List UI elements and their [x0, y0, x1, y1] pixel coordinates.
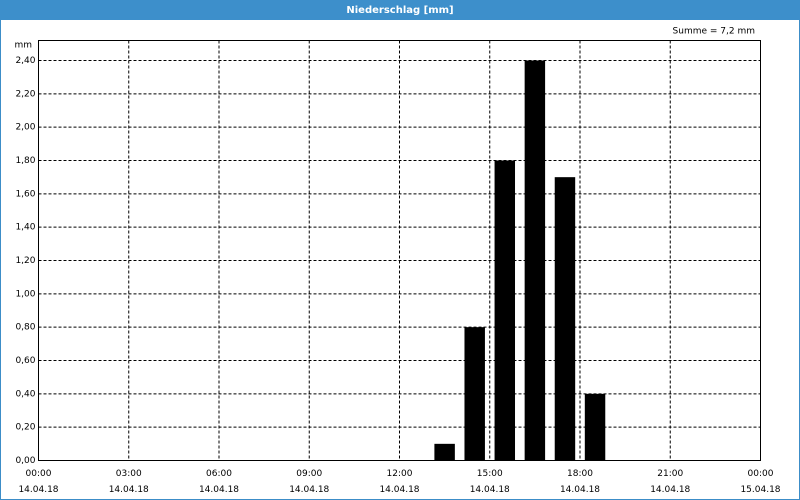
y-tick-label: 1,60: [15, 189, 35, 199]
y-tick-label: 0,40: [15, 389, 35, 399]
x-tick-date: 14.04.18: [650, 485, 690, 495]
x-tick-label: 15:00: [477, 469, 503, 479]
y-tick-label: 0,00: [15, 456, 35, 466]
bar: [434, 443, 455, 461]
y-tick-label: 0,80: [15, 323, 35, 333]
y-tick-label: 1,80: [15, 156, 35, 166]
y-tick-label: 1,00: [15, 289, 35, 299]
bar: [584, 393, 606, 461]
x-tick-date: 14.04.18: [379, 485, 419, 495]
y-tick-label: 1,20: [15, 256, 35, 266]
annotation: Summe = 7,2 mm: [673, 27, 755, 37]
chart-title: Niederschlag [mm]: [346, 5, 453, 16]
x-tick-label: 09:00: [296, 469, 322, 479]
x-tick-label: 06:00: [206, 469, 232, 479]
x-tick-label: 21:00: [657, 469, 683, 479]
bar: [524, 60, 546, 461]
x-tick-label: 18:00: [567, 469, 593, 479]
x-tick-label: 03:00: [116, 469, 142, 479]
bar: [554, 177, 576, 461]
y-tick-label: 0,20: [15, 423, 35, 433]
x-tick-date: 14.04.18: [199, 485, 239, 495]
y-tick-label: 2,40: [15, 56, 35, 66]
y-unit: mm: [14, 41, 32, 51]
y-tick-label: 0,60: [15, 356, 35, 366]
plot-frame: [38, 40, 761, 461]
y-tick-label: 2,20: [15, 89, 35, 99]
x-tick-date: 14.04.18: [289, 485, 329, 495]
x-tick-label: 00:00: [26, 469, 52, 479]
x-tick-date: 14.04.18: [109, 485, 149, 495]
x-tick-date: 14.04.18: [18, 485, 58, 495]
x-tick-label: 00:00: [748, 469, 774, 479]
y-tick-label: 1,40: [15, 223, 35, 233]
x-tick-date: 14.04.18: [470, 485, 510, 495]
title-bar: [0, 0, 800, 20]
bar: [464, 327, 485, 461]
x-tick-label: 12:00: [387, 469, 413, 479]
x-tick-date: 14.04.18: [560, 485, 600, 495]
bar: [494, 160, 516, 461]
x-tick-date: 15.04.18: [740, 485, 780, 495]
y-tick-label: 2,00: [15, 123, 35, 133]
